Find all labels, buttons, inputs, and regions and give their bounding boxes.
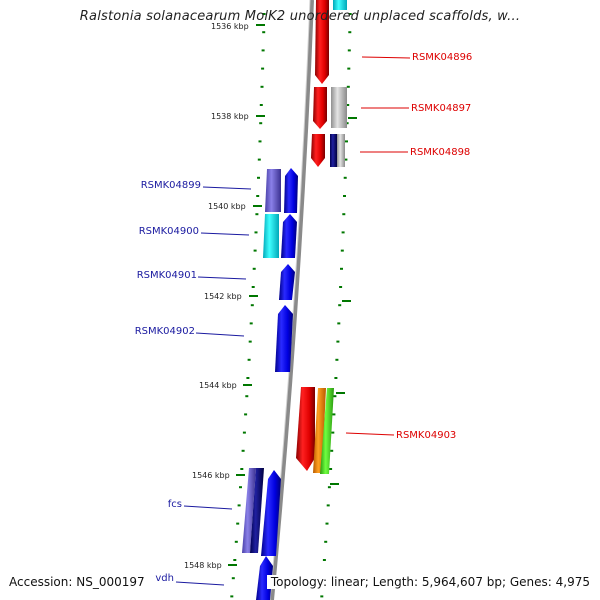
gene-label-RSMK04898[interactable]: RSMK04898 [410,147,470,158]
leader-line-RSMK04903 [345,432,395,436]
gene-arrow [261,470,281,556]
gene-label-RSMK04902[interactable]: RSMK04902 [135,326,195,337]
leader-line-RSMK04896 [361,56,411,59]
gene-arrow-segment [331,87,347,128]
gene-arrow [296,387,315,471]
gene-arrow-segment [320,388,334,474]
gene-RSMK04900[interactable] [263,214,297,258]
gene-RSMK04899[interactable] [265,168,298,213]
scale-label-1548: 1548 kbp [184,561,222,570]
accession-text: Accession: NS_000197 [9,575,145,589]
gene-arrow [281,214,297,258]
gene-arrow [284,168,298,213]
gene-arrow [279,264,295,300]
gene-label-vdh[interactable]: vdh [155,573,174,584]
gene-arrow-segment [265,169,281,212]
gene-RSMK04903[interactable] [296,387,334,474]
gene-label-RSMK04896[interactable]: RSMK04896 [412,52,472,63]
gene-arrow-segment [330,134,337,167]
gene-fcs[interactable] [242,468,281,556]
leader-line-RSMK04899 [202,186,252,190]
gene-arrow [256,556,273,600]
scale-label-1540: 1540 kbp [208,202,246,211]
gene-label-RSMK04901[interactable]: RSMK04901 [137,270,197,281]
scale-labels: 1536 kbp 1538 kbp 1540 kbp 1542 kbp 1544… [184,22,357,570]
gene-RSMK04898[interactable] [311,134,345,167]
scale-ticks-left [230,13,266,598]
gene-RSMK04902[interactable] [275,305,293,372]
leader-line-RSMK04902 [195,332,245,337]
gene-RSMK04896[interactable] [315,0,347,84]
gene-label-RSMK04903[interactable]: RSMK04903 [396,430,456,441]
map-title: Ralstonia solanacearum MolK2 unordered u… [79,9,521,24]
scale-ticks-right [320,13,352,598]
scale-label-1546: 1546 kbp [192,471,230,480]
gene-vdh[interactable] [256,556,273,600]
scale-label-1536: 1536 kbp [211,22,249,31]
gene-arrow-segment [263,214,279,258]
gene-labels: RSMK04896 RSMK04897 RSMK04898 RSMK04899 … [135,52,472,586]
leader-line-RSMK04901 [197,276,247,280]
gene-arrow [315,0,329,84]
scale-label-1544: 1544 kbp [199,381,237,390]
scale-label-1538: 1538 kbp [211,112,249,121]
topology-text: Topology: linear; Length: 5,964,607 bp; … [266,575,590,589]
gene-arrow-segment [250,468,264,553]
gene-arrow [311,134,325,167]
gene-arrow-segment [242,468,256,553]
leader-line-fcs [183,505,233,510]
gene-arrow [275,305,293,372]
gene-arrow-segment [337,134,345,167]
leader-line-RSMK04900 [200,232,250,236]
gene-arrow [313,87,327,129]
gene-arrow-segment [333,0,347,10]
leader-line-vdh [175,581,225,586]
gene-label-RSMK04897[interactable]: RSMK04897 [411,103,471,114]
gene-RSMK04901[interactable] [279,264,295,300]
gene-label-RSMK04900[interactable]: RSMK04900 [139,226,199,237]
gene-label-fcs[interactable]: fcs [168,499,182,510]
gene-label-RSMK04899[interactable]: RSMK04899 [141,180,201,191]
scale-label-1542: 1542 kbp [204,292,242,301]
gene-RSMK04897[interactable] [313,87,347,129]
genome-backbone [270,0,314,600]
